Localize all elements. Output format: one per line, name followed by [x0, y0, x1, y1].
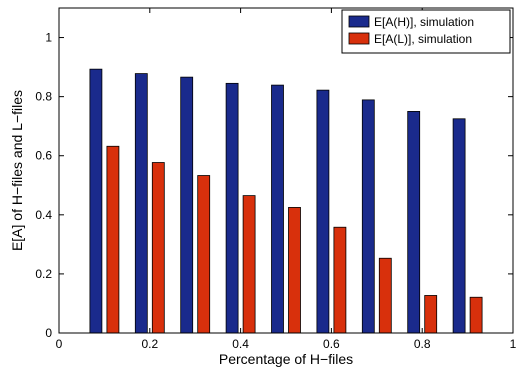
- legend-label-h: E[A(H)], simulation: [374, 15, 474, 29]
- bar-h-3: [180, 76, 194, 334]
- y-tick-label: 0: [45, 326, 52, 340]
- legend: E[A(H)], simulation E[A(L)], simulation: [341, 9, 511, 54]
- bar-h-1: [89, 68, 103, 334]
- bars-group: [89, 68, 483, 334]
- bar-h-7: [361, 99, 375, 334]
- bar-h-5: [271, 84, 284, 334]
- legend-swatch-l: [348, 32, 370, 45]
- x-tick-label: 0.2: [141, 337, 158, 351]
- bar-l-8: [424, 295, 438, 334]
- bar-l-1: [106, 145, 120, 334]
- x-tick-label: 0.6: [323, 337, 340, 351]
- legend-swatch-h: [348, 15, 370, 28]
- x-tick-label: 1: [510, 337, 517, 351]
- x-axis-title: Percentage of H−files: [219, 351, 353, 367]
- bar-h-4: [225, 82, 239, 334]
- ticks-group: 0 0.2 0.4 0.6 0.8 1 0 0.2 0.4 0.6 0.8 1: [35, 8, 517, 351]
- y-tick-label: 0.4: [35, 208, 52, 222]
- y-tick-label: 0.8: [35, 90, 52, 104]
- bar-l-9: [469, 296, 483, 334]
- bar-l-7: [378, 257, 392, 334]
- x-tick-label: 0: [56, 337, 63, 351]
- bar-l-4: [242, 195, 256, 334]
- y-axis-title: E[A] of H−files and L−files: [9, 90, 25, 251]
- legend-label-l: E[A(L)], simulation: [374, 32, 472, 46]
- bar-h-2: [134, 73, 148, 334]
- legend-box: [341, 9, 511, 54]
- bar-l-6: [333, 226, 347, 334]
- bar-l-2: [151, 162, 165, 334]
- bar-l-3: [197, 175, 211, 334]
- bar-l-5: [288, 207, 301, 334]
- y-tick-label: 1: [45, 31, 52, 45]
- y-tick-label: 0.2: [35, 267, 52, 281]
- bar-h-9: [452, 118, 466, 334]
- x-tick-label: 0.4: [232, 337, 249, 351]
- y-tick-label: 0.6: [35, 149, 52, 163]
- plot-frame: [58, 7, 514, 334]
- bar-h-6: [316, 89, 330, 334]
- x-tick-label: 0.8: [414, 337, 431, 351]
- bar-h-8: [407, 111, 421, 334]
